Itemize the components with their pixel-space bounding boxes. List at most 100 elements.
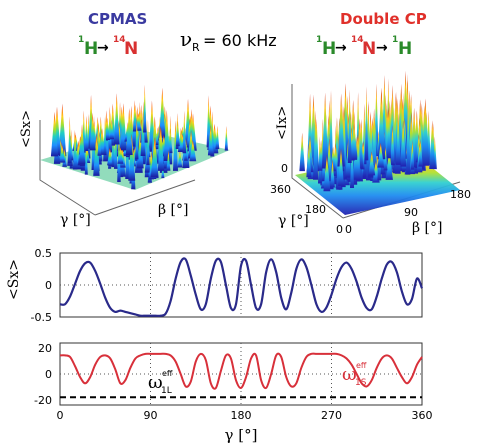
surface-spike	[182, 110, 187, 154]
right-beta-tick-0: 0	[345, 223, 352, 236]
surface-plot-double-cp: <Ix> 0 360 180 0 0 90 180 γ [°] β [°]	[270, 70, 471, 236]
left-gamma-label: γ [°]	[60, 212, 91, 228]
surface-spike	[150, 137, 159, 178]
surface-spike	[172, 120, 179, 171]
right-n: N	[362, 39, 376, 59]
surface-spike	[97, 132, 102, 156]
left-transfer: 1 H → 14 N	[78, 35, 138, 59]
surface-spike	[312, 110, 319, 180]
omega-1s-sub: 1S	[355, 378, 367, 388]
right-gamma-tick-0: 0	[336, 223, 343, 236]
left-3d-axes-front	[94, 179, 196, 216]
left-n-mass: 14	[113, 35, 126, 45]
sx-ytick-0: 0	[45, 279, 52, 292]
left-title: CPMAS	[88, 10, 147, 28]
surface-spike	[337, 93, 345, 167]
left-h-mass: 1	[78, 35, 84, 45]
surface-spike	[377, 92, 386, 160]
rate-value: = 60 kHz	[203, 31, 277, 50]
sx-ytick-0.5: 0.5	[35, 247, 53, 260]
surface-spike	[368, 151, 376, 176]
surface-spike	[163, 109, 171, 161]
surface-spike	[206, 95, 211, 148]
surface-spike	[103, 116, 107, 156]
surface-spike	[166, 150, 171, 171]
surface-spike	[111, 129, 116, 168]
omega-xtick-90: 90	[144, 409, 158, 422]
right-beta-label: β [°]	[412, 220, 442, 236]
omega-ytick-20: 20	[38, 342, 52, 355]
surface-spike	[161, 163, 165, 179]
surface-spike	[108, 149, 112, 166]
surface-spike	[224, 125, 228, 151]
omega-1s-series-line	[59, 352, 423, 390]
surface-spike	[383, 146, 388, 171]
right-h1-mass: 1	[316, 35, 322, 45]
surface-spike	[84, 115, 89, 151]
omega-1s-sup: eff	[356, 361, 367, 370]
surface-spike	[117, 146, 124, 164]
surface-spike	[113, 129, 118, 169]
left-h: H	[84, 39, 98, 59]
surface-spike	[78, 124, 86, 165]
right-arrow1: →	[335, 40, 347, 56]
surface-spike	[59, 144, 66, 163]
surface-spike	[364, 86, 369, 161]
right-gamma-label: γ [°]	[278, 213, 309, 229]
left-beta-label: β [°]	[158, 202, 188, 218]
surface-spike	[395, 113, 401, 165]
surface-spike	[349, 137, 355, 189]
right-3d-axes-back	[291, 84, 344, 219]
surface-spike	[67, 116, 72, 164]
omega-xtick-0: 0	[57, 409, 64, 422]
surface-spike	[386, 109, 391, 159]
line-plot-omega-eff: 20 0 -20 0 90 180 270 360 γ [°] ω eff 1L…	[34, 342, 432, 444]
surface-spike	[125, 108, 133, 156]
omega-xtick-180: 180	[231, 409, 252, 422]
surface-spike	[175, 120, 180, 147]
surface-spike	[113, 93, 120, 145]
left-n: N	[124, 39, 138, 59]
surface-spike	[135, 117, 139, 160]
sx-ytick-neg0.5: -0.5	[31, 311, 52, 324]
surface-spike	[143, 84, 147, 133]
surface-spike	[107, 106, 112, 153]
right-title: Double CP	[340, 10, 427, 28]
right-zero-tick: 0	[281, 162, 288, 175]
surface-spike	[109, 120, 115, 140]
surface-spike	[306, 143, 312, 178]
right-transfer: 1 H → 14 N → 1 H	[316, 35, 412, 59]
surface-spike	[429, 120, 436, 170]
surface-spike	[207, 124, 214, 156]
surface-spike	[50, 111, 59, 157]
surface-spike	[350, 123, 358, 160]
surface-spike	[390, 125, 395, 166]
surface-spike	[189, 139, 197, 162]
surface-spike	[347, 89, 352, 164]
surface-spike	[157, 127, 165, 171]
surface-spike	[321, 92, 329, 169]
omega-xtick-360: 360	[412, 409, 433, 422]
omega-ytick-0: 0	[45, 368, 52, 381]
omega-xtick-270: 270	[321, 409, 342, 422]
surface-plot-cpmas: <Sx> γ [°] β [°]	[19, 84, 230, 228]
surface-spike	[177, 150, 183, 168]
surface-spike	[399, 120, 407, 167]
surface-spike	[84, 141, 88, 175]
nu-subscript: R	[192, 41, 200, 54]
surface-spike	[405, 98, 411, 175]
surface-spike	[330, 159, 335, 188]
sx-series-line	[59, 257, 424, 317]
left-3d-axes-back	[39, 120, 96, 216]
surface-spike	[377, 142, 385, 168]
surface-spike	[140, 110, 146, 156]
surface-spike	[323, 155, 331, 192]
right-h2: H	[398, 39, 412, 59]
right-h2-mass: 1	[392, 35, 398, 45]
nu-symbol: ν	[180, 27, 192, 51]
omega-xlabel: γ [°]	[225, 426, 258, 444]
surface-spike	[421, 98, 430, 166]
omega-grid	[60, 343, 422, 405]
surface-spike	[146, 119, 150, 166]
right-gamma-tick-180: 180	[305, 203, 326, 216]
